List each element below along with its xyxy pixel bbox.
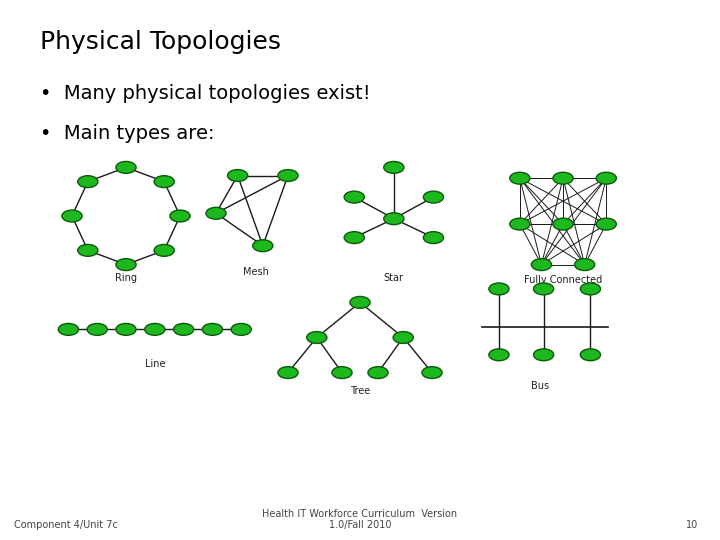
Ellipse shape — [423, 191, 444, 203]
Ellipse shape — [170, 210, 190, 222]
Ellipse shape — [154, 176, 174, 187]
Ellipse shape — [307, 332, 327, 343]
Ellipse shape — [206, 207, 226, 219]
Ellipse shape — [580, 283, 600, 295]
Ellipse shape — [228, 170, 248, 181]
Text: Fully Connected: Fully Connected — [524, 275, 602, 286]
Text: •  Main types are:: • Main types are: — [40, 124, 214, 143]
Ellipse shape — [344, 232, 364, 244]
Ellipse shape — [278, 367, 298, 379]
Ellipse shape — [116, 323, 136, 335]
Ellipse shape — [344, 191, 364, 203]
Ellipse shape — [575, 259, 595, 271]
Ellipse shape — [510, 172, 530, 184]
Ellipse shape — [78, 245, 98, 256]
Text: Tree: Tree — [350, 386, 370, 396]
Ellipse shape — [278, 170, 298, 181]
Ellipse shape — [62, 210, 82, 222]
Text: Physical Topologies: Physical Topologies — [40, 30, 281, 53]
Ellipse shape — [510, 218, 530, 230]
Ellipse shape — [78, 176, 98, 187]
Ellipse shape — [531, 259, 552, 271]
Ellipse shape — [596, 218, 616, 230]
Ellipse shape — [534, 349, 554, 361]
Ellipse shape — [231, 323, 251, 335]
Ellipse shape — [553, 172, 573, 184]
Ellipse shape — [154, 245, 174, 256]
Ellipse shape — [145, 323, 165, 335]
Ellipse shape — [393, 332, 413, 343]
Ellipse shape — [384, 161, 404, 173]
Ellipse shape — [368, 367, 388, 379]
Ellipse shape — [116, 259, 136, 271]
Ellipse shape — [534, 283, 554, 295]
Ellipse shape — [350, 296, 370, 308]
Ellipse shape — [87, 323, 107, 335]
Ellipse shape — [174, 323, 194, 335]
Text: •  Many physical topologies exist!: • Many physical topologies exist! — [40, 84, 370, 103]
Ellipse shape — [202, 323, 222, 335]
Text: Bus: Bus — [531, 381, 549, 391]
Text: Component 4/Unit 7c: Component 4/Unit 7c — [14, 520, 118, 530]
Ellipse shape — [580, 349, 600, 361]
Ellipse shape — [489, 349, 509, 361]
Ellipse shape — [332, 367, 352, 379]
Ellipse shape — [58, 323, 78, 335]
Ellipse shape — [489, 283, 509, 295]
Ellipse shape — [423, 232, 444, 244]
Text: Health IT Workforce Curriculum  Version
1.0/Fall 2010: Health IT Workforce Curriculum Version 1… — [262, 509, 458, 530]
Ellipse shape — [116, 161, 136, 173]
Ellipse shape — [384, 213, 404, 225]
Text: 10: 10 — [686, 520, 698, 530]
Text: Mesh: Mesh — [243, 267, 269, 278]
Text: Ring: Ring — [115, 273, 137, 283]
Text: Star: Star — [384, 273, 404, 283]
Text: Line: Line — [145, 359, 165, 369]
Ellipse shape — [422, 367, 442, 379]
Ellipse shape — [553, 218, 573, 230]
Ellipse shape — [253, 240, 273, 252]
Ellipse shape — [596, 172, 616, 184]
